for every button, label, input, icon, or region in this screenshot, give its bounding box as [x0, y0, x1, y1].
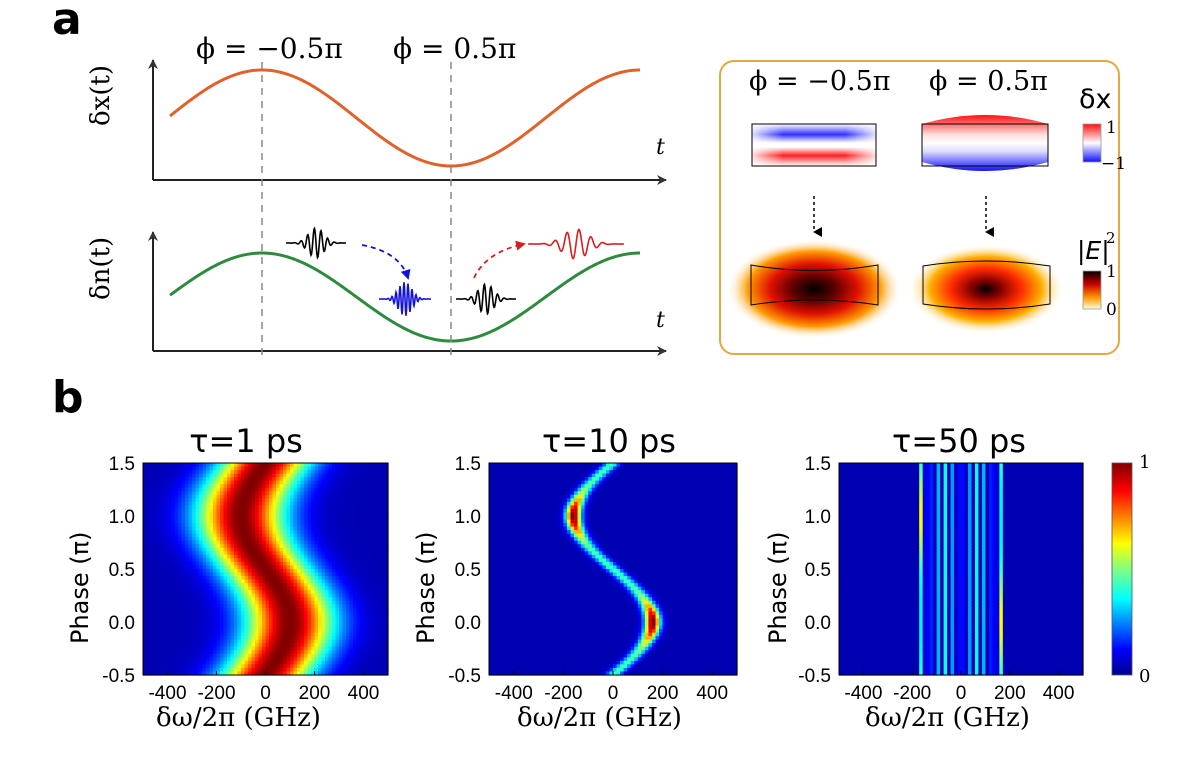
x-tick-label: 200	[994, 683, 1026, 704]
y-tick-label: -0.5	[448, 666, 481, 687]
dx-map-neg	[751, 123, 877, 167]
y-tick-label: 1.0	[455, 507, 481, 528]
x-tick-label: -400	[495, 683, 533, 704]
heatmap-3-title: τ=50 ps	[892, 422, 1026, 460]
dx-colorbar-title: δx	[1079, 84, 1112, 115]
y-tick-label: 0.0	[455, 613, 481, 634]
x-tick-label: 0	[956, 683, 967, 704]
heatmap-2-title: τ=10 ps	[542, 422, 676, 460]
input-pulse	[286, 226, 346, 260]
heatmap-2-xlabel: δω/2π (GHz)	[517, 703, 682, 733]
x-tick-label: 400	[1043, 683, 1075, 704]
y-tick-label: 0.5	[109, 560, 135, 581]
redshifted-pulse	[528, 228, 624, 260]
dx-map-neg-outline	[751, 123, 877, 167]
dx-colorbar-max: 1	[1106, 118, 1117, 138]
y-tick-label: -0.5	[798, 666, 831, 687]
dx-t-label: t	[656, 135, 665, 160]
x-tick-label: 400	[348, 683, 380, 704]
dx-colorbar-min: −1	[1101, 154, 1127, 174]
x-tick-label: -400	[844, 683, 882, 704]
blueshifted-pulse	[378, 282, 432, 316]
x-tick-label: -200	[544, 683, 582, 704]
dx-colorbar	[1082, 123, 1102, 163]
heatmap-3-xlabel: δω/2π (GHz)	[865, 703, 1030, 733]
dn-curve	[169, 251, 641, 343]
dx-curve	[169, 68, 641, 168]
dx-ylabel: δx(t)	[86, 64, 116, 126]
jet-colorbar-min: 0	[1139, 666, 1151, 687]
y-tick-label: 1.5	[455, 454, 481, 475]
heatmap-1: 1.5 1.0 0.5 0.0 -0.5 -400 -200 0 200 400	[102, 454, 389, 704]
x-tick-label: -200	[197, 683, 235, 704]
x-tick-label: 200	[647, 683, 679, 704]
jet-colorbar-max: 1	[1139, 452, 1151, 473]
heatmap-1-ylabel: Phase (π)	[66, 531, 94, 644]
x-tick-label: 400	[696, 683, 728, 704]
x-tick-label: -400	[148, 683, 186, 704]
y-tick-label: 0.0	[109, 613, 135, 634]
heatmap-2-ylabel: Phase (π)	[412, 531, 440, 644]
E-map-pos	[908, 244, 1064, 334]
y-tick-label: -0.5	[102, 666, 135, 687]
dx-map-pos	[921, 115, 1049, 171]
y-tick-label: 0.5	[455, 560, 481, 581]
x-tick-label: 0	[260, 683, 271, 704]
dn-plot	[148, 231, 667, 356]
y-tick-label: 0.5	[805, 560, 831, 581]
jet-colorbar	[1111, 462, 1133, 676]
E-colorbar	[1082, 270, 1102, 310]
blue-shift-arrow	[361, 244, 411, 280]
y-tick-label: 1.5	[109, 454, 135, 475]
dn-ylabel: δn(t)	[86, 236, 116, 300]
mode-profile-inset	[719, 60, 1120, 355]
dx-map-pos-outline	[921, 123, 1049, 167]
y-tick-label: 0.0	[805, 613, 831, 634]
x-tick-label: -200	[893, 683, 931, 704]
y-tick-label: 1.0	[109, 507, 135, 528]
heatmap-1-xlabel: δω/2π (GHz)	[156, 703, 321, 733]
heatmap-row: 1.5 1.0 0.5 0.0 -0.5 -400 -200 0 200 400 1.5 1.0 0.5…	[102, 454, 1084, 704]
dx-map-neg-fade	[752, 124, 876, 166]
panel-a-letter: a	[52, 0, 82, 45]
heatmap-2: 1.5 1.0 0.5 0.0 -0.5 -400 -200 0 200 400	[448, 454, 738, 704]
E-colorbar-min: 0	[1106, 300, 1117, 320]
dx-plot	[148, 59, 667, 185]
E-map-pos-glow	[908, 244, 1064, 334]
heatmap-1-title: τ=1 ps	[189, 422, 303, 460]
unshifted-pulse	[456, 282, 516, 316]
heatmap-3: 1.5 1.0 0.5 0.0 -0.5 -400 -200 0 200 400	[798, 454, 1084, 704]
E-colorbar-max: 1	[1106, 262, 1117, 282]
phase-neg-label: ϕ = −0.5π	[196, 32, 343, 65]
heatmap-3-ylabel: Phase (π)	[764, 531, 792, 644]
phase-pos-label: ϕ = 0.5π	[393, 32, 517, 65]
E-map-neg-glow	[726, 239, 902, 339]
y-tick-label: 1.0	[805, 507, 831, 528]
E-map-neg-outline	[750, 264, 879, 306]
E-map-pos-outline	[922, 260, 1051, 310]
x-tick-label: 200	[299, 683, 331, 704]
red-shift-arrow	[473, 240, 526, 279]
dn-t-label: t	[656, 308, 665, 333]
dx-map-pos-fill	[922, 115, 1048, 171]
y-tick-label: 1.5	[805, 454, 831, 475]
E-colorbar-title: |E|	[1077, 236, 1110, 265]
x-tick-label: 0	[608, 683, 619, 704]
E-colorbar-sup: 2	[1106, 229, 1116, 247]
E-map-neg	[726, 239, 902, 339]
panel-b-letter: b	[52, 372, 84, 423]
inset-phase-neg-label: ϕ = −0.5π	[749, 66, 891, 97]
inset-phase-pos-label: ϕ = 0.5π	[929, 66, 1048, 97]
